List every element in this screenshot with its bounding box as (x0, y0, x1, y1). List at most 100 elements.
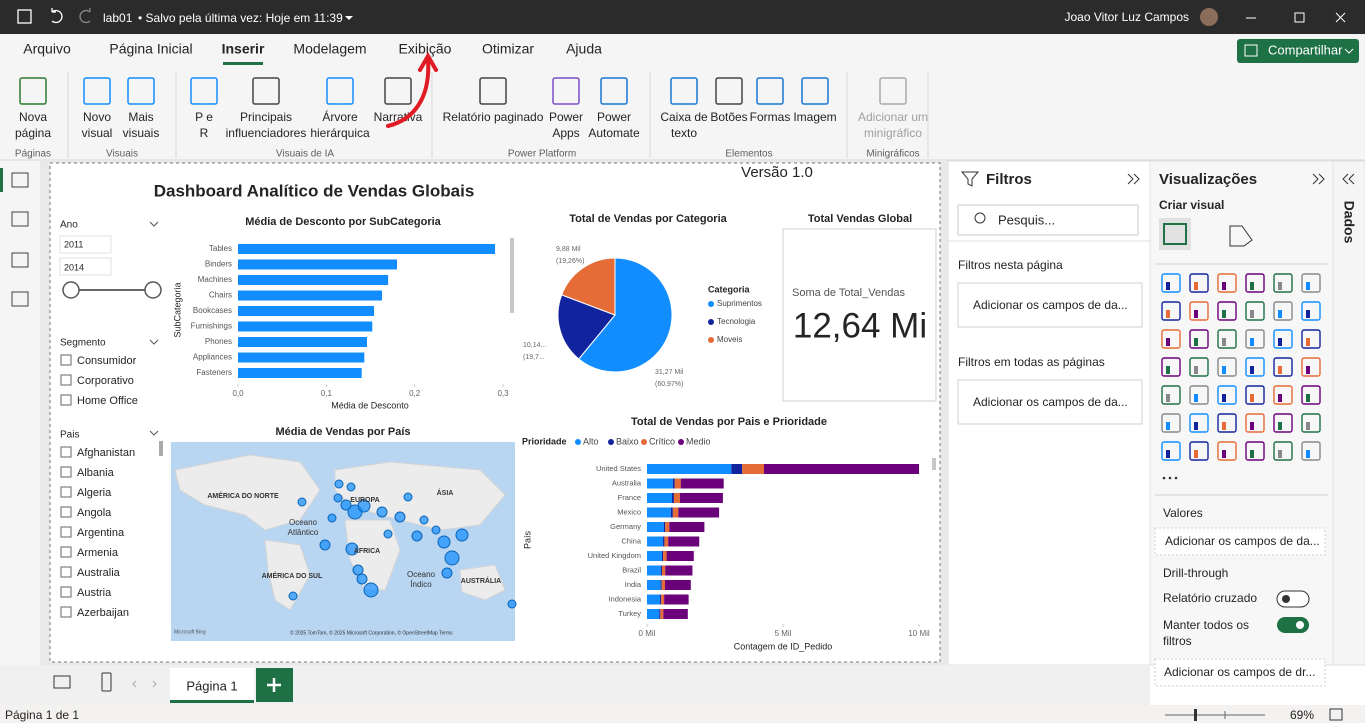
prev (132, 680, 137, 688)
page-tab-label[interactable]: Página 1 (186, 678, 237, 693)
save-status: • Salvo pela última vez: Hoje em 11:39 (138, 11, 343, 25)
bar-segment (672, 478, 675, 489)
status-text: Página 1 de 1 (5, 708, 79, 722)
card (782, 228, 937, 402)
ribbon-tab[interactable]: Exibição (399, 41, 452, 57)
nav-active (0, 168, 3, 192)
ribbon-tab[interactable]: Modelagem (293, 41, 366, 57)
y-tick-label: Binders (205, 260, 232, 269)
share-icon (1244, 44, 1258, 57)
bar-segment (663, 551, 667, 561)
viz-icon-fill (1222, 422, 1226, 430)
ribbon-button[interactable]: Imagem (793, 110, 836, 124)
viz-icon-fill (1278, 338, 1282, 346)
bar-segment (647, 580, 661, 590)
ribbon-button[interactable]: Novo (83, 110, 111, 124)
viz-icon (1217, 329, 1237, 349)
bar (238, 368, 362, 378)
ribbon-button[interactable]: Automate (588, 126, 640, 140)
ribbon-button[interactable]: minigráfico (864, 126, 922, 140)
map-bubble (411, 530, 423, 542)
slicer-item[interactable]: Home Office (77, 395, 138, 407)
viz-icon (1301, 329, 1321, 349)
ribbon-button[interactable]: Botões (710, 110, 747, 124)
slicer-item[interactable]: Argentina (77, 527, 125, 539)
ribbon-tab[interactable]: Inserir (222, 41, 265, 57)
bar-segment (666, 551, 694, 561)
slicer-item[interactable]: Corporativo (77, 375, 134, 387)
toggle-knob (1282, 595, 1290, 603)
date-input (59, 257, 112, 276)
bar-segment (647, 507, 671, 518)
viz-icon (1189, 385, 1209, 405)
viz-icon (1301, 441, 1321, 461)
ribbon-button[interactable]: Árvore (322, 109, 358, 124)
plus (267, 678, 281, 692)
ribbon-button[interactable]: influenciadores (226, 126, 307, 140)
slicer-item[interactable]: Austria (77, 587, 112, 599)
ribbon-tab[interactable]: Ajuda (566, 41, 602, 57)
slicer-item[interactable]: Australia (77, 567, 121, 579)
viz-icon (1245, 329, 1265, 349)
pie-slice (561, 257, 616, 316)
axis-title: País (522, 530, 532, 549)
search-placeholder[interactable]: Pesquis... (998, 212, 1055, 227)
slicer-item[interactable]: Consumidor (77, 355, 137, 367)
ribbon-button[interactable]: visual (82, 126, 113, 140)
ribbon-button[interactable]: Apps (552, 126, 579, 140)
bar-segment (663, 522, 666, 532)
bar-segment (731, 464, 743, 474)
ribbon-button[interactable]: P e (195, 110, 213, 124)
map-bubble (346, 482, 356, 492)
checkbox (60, 394, 72, 406)
status-bar (0, 705, 1365, 723)
filter-well (957, 282, 1143, 328)
slicer-item[interactable]: Angola (77, 507, 112, 519)
ribbon-tab[interactable]: Otimizar (482, 41, 534, 57)
ribbon-button[interactable]: hierárquica (310, 126, 370, 140)
toggle (1276, 590, 1310, 608)
ribbon-button[interactable]: Power (549, 110, 583, 124)
slicer-item[interactable]: Albania (77, 467, 115, 479)
map-bubble (327, 513, 337, 523)
ribbon-button[interactable]: R (200, 126, 209, 140)
ribbon-button[interactable]: Caixa de (660, 110, 708, 124)
ribbon-button[interactable]: Relatório paginado (443, 110, 544, 124)
legend-item: Suprimentos (717, 299, 762, 308)
legend-marker (708, 319, 714, 325)
slicer-item[interactable]: Afghanistan (77, 447, 135, 459)
viz-icon-fill (1222, 310, 1226, 318)
slicer-item[interactable]: Armenia (77, 547, 119, 559)
ribbon-button[interactable]: Mais (128, 110, 153, 124)
ribbon-button[interactable]: página (15, 126, 51, 140)
ribbon-button[interactable]: Power (597, 110, 631, 124)
viz-icon (1273, 385, 1293, 405)
ribbon-button[interactable]: Adicionar um (858, 110, 928, 124)
ribbon-button[interactable]: Principais (240, 110, 292, 124)
y-tick-label: Brazil (622, 565, 641, 574)
share-label[interactable]: Compartilhar (1268, 42, 1343, 57)
field-well (1154, 527, 1326, 556)
filter-icon (960, 171, 980, 187)
ribbon-button[interactable]: texto (671, 126, 697, 140)
share-button (1237, 39, 1359, 63)
bar-segment (647, 464, 732, 474)
viz-icon-fill (1222, 282, 1226, 290)
slicer-item[interactable]: Azerbaijan (77, 607, 129, 619)
bar-segment (661, 594, 665, 605)
slider-handle[interactable] (144, 281, 162, 299)
bar-segment (647, 493, 673, 503)
y-tick-label: Appliances (193, 353, 232, 362)
map-label: AMÉRICA DO SUL (262, 571, 324, 580)
viz-icon (1161, 385, 1181, 405)
ribbon-tab[interactable]: Página Inicial (109, 41, 192, 57)
ribbon-icon (715, 77, 743, 105)
collapse (1127, 173, 1140, 185)
slicer-item[interactable]: Algeria (77, 487, 112, 499)
ribbon-button[interactable]: visuais (123, 126, 160, 140)
viz-icon (1273, 301, 1293, 321)
ribbon-tab[interactable]: Arquivo (23, 41, 71, 57)
ribbon-button[interactable]: Nova (19, 110, 47, 124)
ribbon-button[interactable]: Formas (750, 110, 791, 124)
slider-handle[interactable] (62, 281, 80, 299)
